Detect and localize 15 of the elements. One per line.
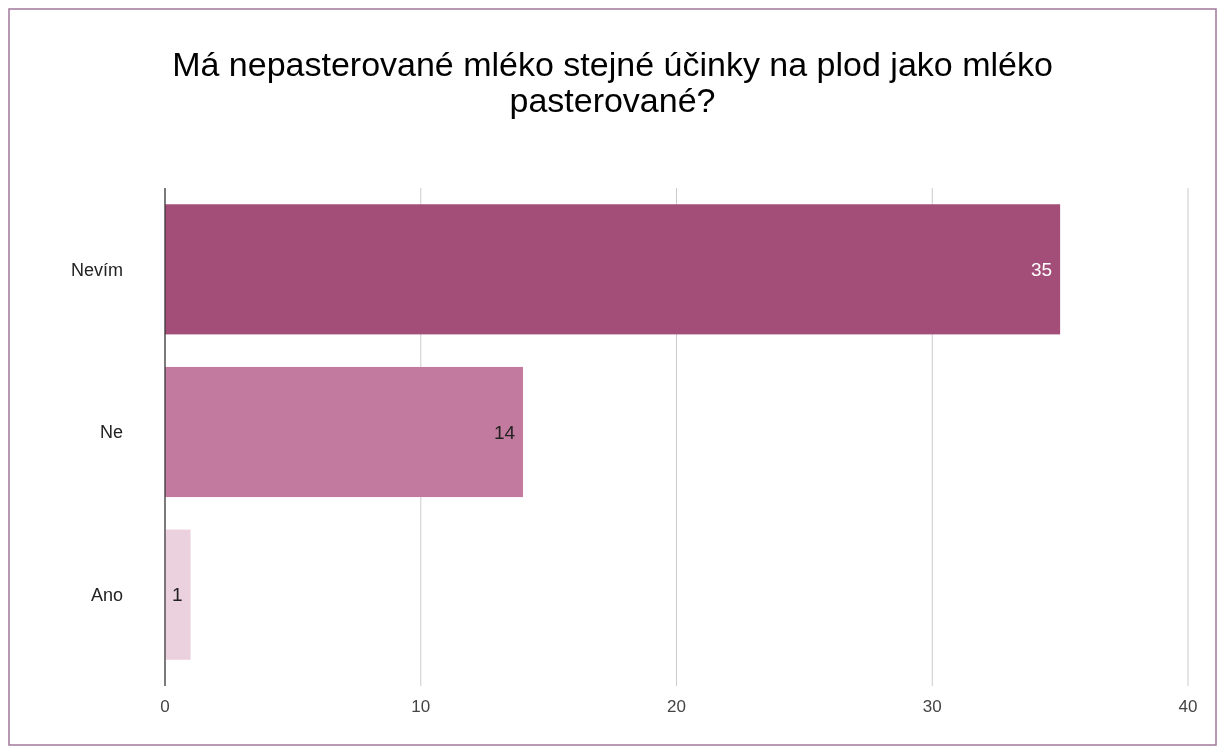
chart-title: Má nepasterované mléko stejné účinky na plod jako mléko pasterované?	[172, 45, 1053, 119]
bar	[165, 204, 1061, 335]
data-label: 1	[172, 584, 183, 606]
y-tick-label: Ne	[99, 422, 123, 443]
bar	[165, 529, 191, 660]
y-tick-label: Nevím	[70, 259, 123, 280]
x-tick-label: 20	[667, 696, 686, 716]
data-label: 14	[493, 421, 516, 443]
x-tick-label: 40	[1178, 696, 1198, 716]
bar	[165, 366, 524, 498]
data-label: 35	[1030, 258, 1053, 280]
x-tick-label: 30	[922, 696, 942, 716]
x-tick-label: 0	[160, 696, 170, 716]
y-tick-label: Ano	[90, 584, 123, 605]
x-tick-label: 10	[411, 696, 431, 716]
